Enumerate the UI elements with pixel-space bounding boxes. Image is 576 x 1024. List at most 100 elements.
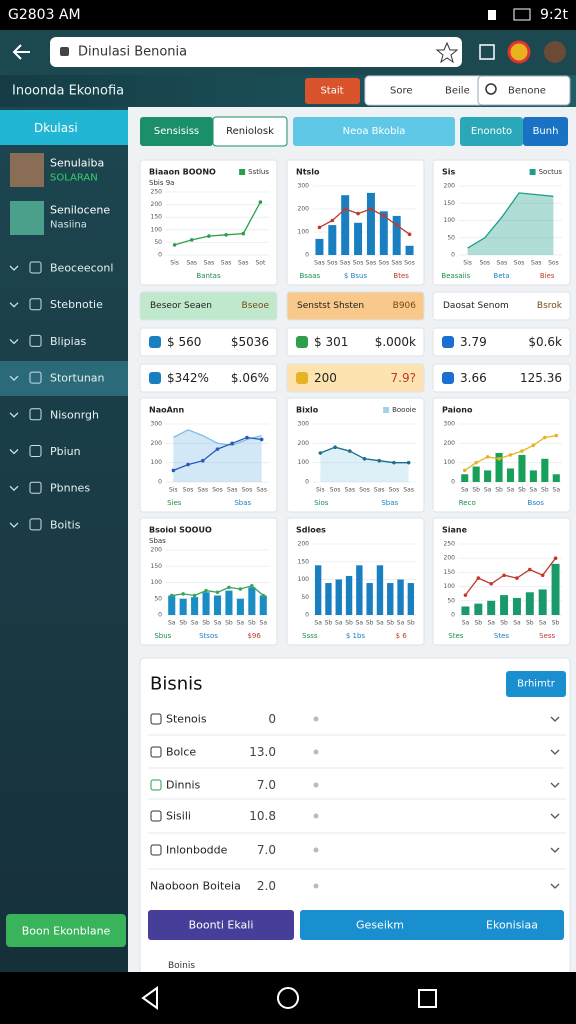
url-field[interactable] — [50, 37, 462, 67]
x-tick-label: Sb — [202, 620, 210, 627]
tab-label[interactable]: Bunh — [533, 126, 559, 137]
x-tick-label: Sa — [461, 487, 469, 494]
nav-back[interactable] — [141, 986, 158, 1010]
y-tick-label: 200 — [298, 206, 310, 213]
x-tick-label: Sas — [186, 260, 197, 267]
point — [531, 443, 536, 448]
action-label[interactable]: Boonti Ekali — [189, 919, 254, 932]
action-label[interactable]: Ekonisiaa — [486, 919, 538, 932]
row-chevron[interactable] — [550, 847, 560, 853]
x-tick-label: Sb — [325, 620, 333, 627]
point — [241, 231, 246, 236]
x-tick-label: Sb — [225, 620, 233, 627]
tab[interactable] — [140, 117, 213, 146]
tab[interactable] — [212, 116, 288, 147]
point — [485, 455, 490, 459]
panel-button-label[interactable]: Brhimtr — [517, 679, 556, 690]
stat-value: Bsrok — [537, 301, 563, 311]
point — [343, 207, 347, 211]
row-value: 7.0 — [257, 778, 276, 792]
stat-label: 3.66 — [460, 371, 487, 385]
row-icon — [150, 779, 162, 791]
x-tick-label: Sb — [495, 487, 503, 494]
header-button-label[interactable]: Stait — [320, 86, 343, 97]
tab-label[interactable]: Sensisiss — [154, 126, 199, 137]
row-chevron[interactable] — [550, 813, 560, 819]
row-chevron[interactable] — [550, 716, 560, 722]
y-tick-label: 0 — [158, 252, 162, 259]
chart-title: Ntslo — [296, 168, 320, 177]
row-chevron[interactable] — [550, 782, 560, 788]
point — [333, 445, 337, 450]
bar — [356, 565, 363, 615]
tabs-icon[interactable] — [479, 44, 495, 60]
search-field[interactable] — [477, 75, 571, 106]
x-tick-label: Sis — [170, 260, 179, 267]
point — [520, 449, 524, 453]
profile-sub: SOLARAN — [50, 173, 98, 184]
tab[interactable] — [460, 117, 523, 146]
chart-footer: Bantas — [196, 272, 221, 280]
menu-item[interactable]: Boitis — [50, 518, 81, 531]
row-dot — [313, 883, 319, 889]
header-button-label[interactable]: Sore — [390, 86, 413, 97]
stat-card — [432, 291, 571, 321]
action-label[interactable]: Geseikm — [356, 919, 404, 932]
tab-label[interactable]: Reniolosk — [226, 126, 274, 137]
chart-title: NaoAnn — [149, 406, 184, 415]
x-tick-label: Sas — [531, 260, 542, 267]
menu-item[interactable]: Blipias — [50, 335, 86, 348]
x-tick-label: Sas — [403, 487, 414, 494]
x-tick-label: Sa — [376, 620, 384, 627]
nav-home[interactable] — [277, 987, 299, 1009]
sidebar-button[interactable] — [6, 914, 126, 947]
row-chevron[interactable] — [550, 883, 560, 889]
action-button[interactable] — [300, 910, 564, 940]
menu-item[interactable]: Nisonrgh — [50, 408, 99, 421]
sidebar-active[interactable]: Dkulasi — [34, 121, 78, 135]
point — [476, 576, 481, 580]
sidebar-button-label[interactable]: Boon Ekonblane — [22, 925, 111, 938]
tab-label[interactable]: Neoa Bkobla — [343, 126, 406, 137]
legend-swatch — [239, 169, 246, 175]
back-button[interactable] — [12, 44, 30, 60]
profile-sub: Nasiina — [50, 220, 87, 231]
sidebar — [0, 107, 128, 972]
header-button-label[interactable]: Beile — [445, 86, 470, 97]
header-button[interactable] — [305, 78, 360, 104]
row-label: Sisili — [166, 810, 191, 823]
bar — [472, 466, 480, 482]
x-tick-label: Sa — [168, 620, 176, 627]
avatar-icon[interactable] — [544, 41, 566, 63]
extension-icon[interactable] — [507, 40, 531, 64]
stat-icon — [149, 336, 161, 348]
menu-chevron — [9, 302, 19, 308]
point — [318, 451, 323, 455]
menu-item[interactable]: Stortunan — [50, 372, 105, 385]
action-button[interactable] — [148, 910, 294, 940]
stat-label: $ 301 — [314, 335, 348, 349]
tab[interactable] — [293, 117, 455, 146]
star-icon[interactable] — [435, 41, 459, 64]
menu-item[interactable]: Beoceeconl — [50, 262, 113, 275]
tab-label[interactable]: Enonoto — [471, 126, 512, 137]
chart-title: Biaaon BOONO — [149, 168, 216, 177]
chart-footer: $ Bsus — [344, 272, 368, 280]
menu-item[interactable]: Stebnotie — [50, 298, 103, 311]
x-tick-label: Sis — [463, 260, 472, 267]
point — [474, 460, 478, 465]
bar — [341, 195, 350, 255]
point — [230, 441, 235, 446]
stat-icon — [149, 372, 161, 384]
tab[interactable] — [523, 117, 568, 146]
row-chevron[interactable] — [550, 749, 560, 755]
row-dot — [313, 716, 319, 722]
bisnis-button[interactable] — [506, 671, 566, 697]
menu-item[interactable]: Pbnnes — [50, 482, 90, 495]
bar — [366, 583, 373, 615]
menu-item[interactable]: Pbiun — [50, 445, 81, 458]
nav-recent[interactable] — [418, 989, 437, 1008]
nav-bar — [0, 972, 576, 1024]
point — [543, 435, 547, 440]
status-clock: 9:2t — [540, 7, 569, 23]
